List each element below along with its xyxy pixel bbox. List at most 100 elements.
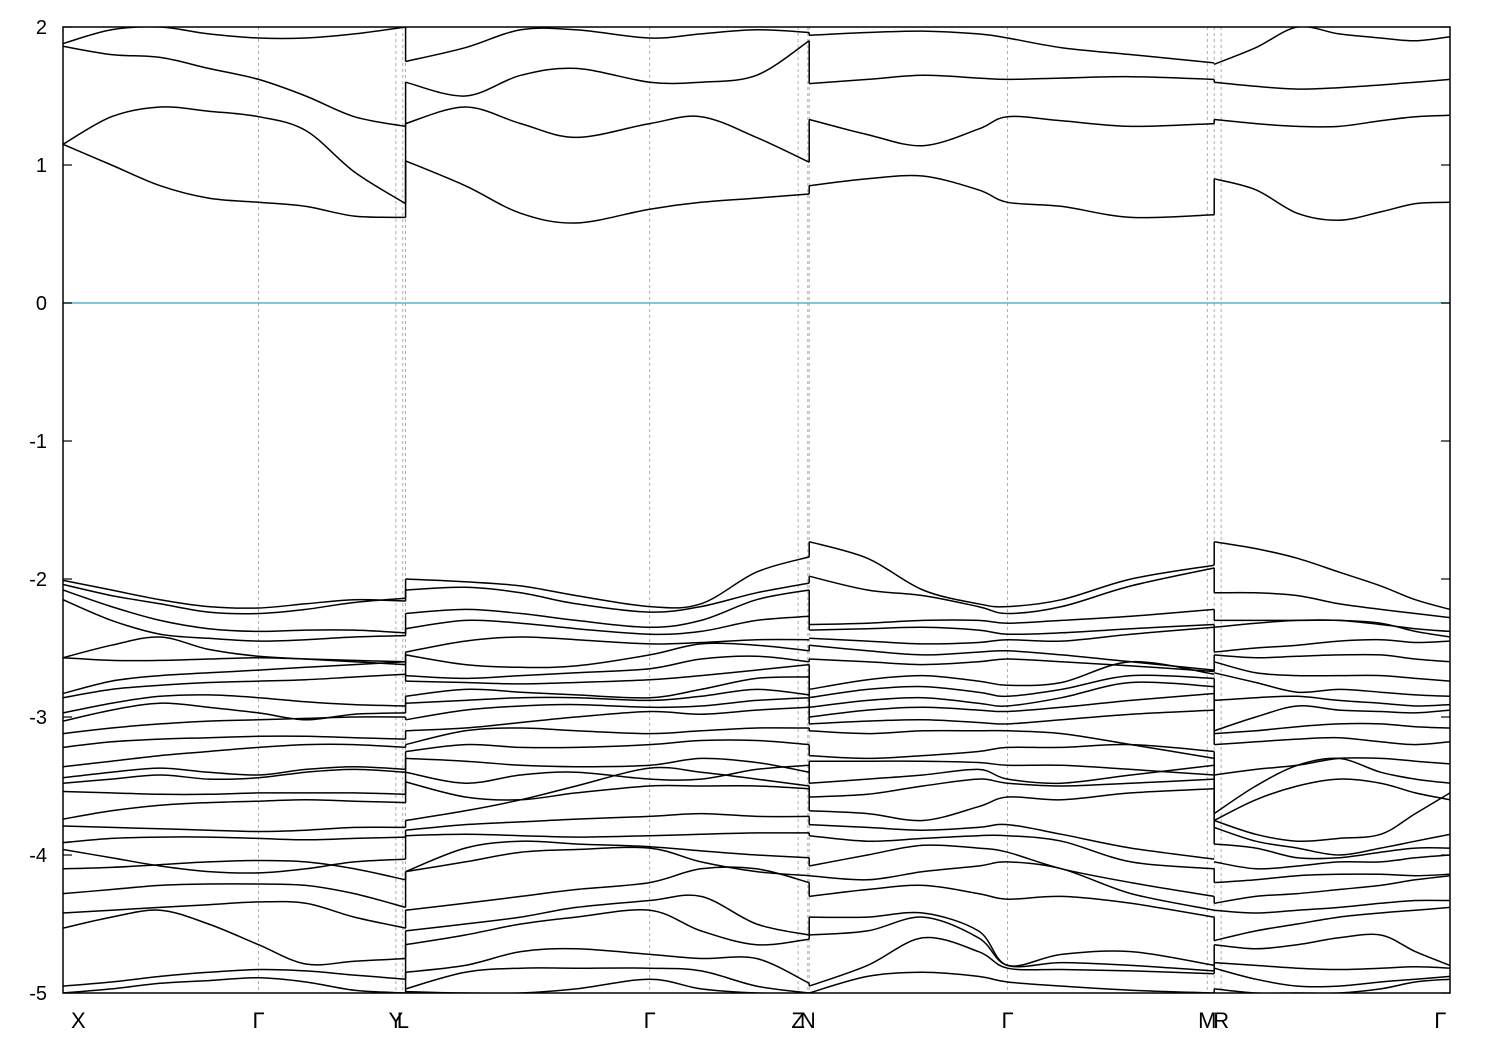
band-line [809, 884, 1215, 918]
plot-frame [62, 26, 1451, 994]
band-line [1214, 736, 1450, 746]
band-line [63, 143, 406, 219]
band-line [405, 615, 810, 636]
band-line [1214, 899, 1450, 914]
band-line [1214, 874, 1450, 905]
band-line [1214, 873, 1450, 884]
band-line [405, 688, 810, 704]
kpoint-label: Z [791, 1008, 804, 1033]
band-segment-1 [63, 27, 406, 993]
band-line [63, 583, 406, 615]
band-line [405, 766, 810, 822]
band-line [1214, 978, 1450, 993]
band-line [63, 790, 406, 796]
band-line [1214, 661, 1450, 682]
band-line [1213, 757, 1450, 815]
band-line [405, 556, 810, 609]
band-line [809, 74, 1215, 85]
band-line [405, 106, 810, 163]
band-line [63, 735, 406, 749]
band-line [1213, 792, 1450, 843]
band-line [809, 30, 1215, 64]
band-line [1214, 695, 1450, 707]
band-line [405, 909, 810, 946]
band-line [405, 582, 810, 613]
band-line [1213, 705, 1450, 732]
band-line [1214, 961, 1450, 971]
band-line [809, 788, 1215, 822]
band-line [809, 764, 1215, 785]
kpoint-label: R [1213, 1008, 1229, 1033]
band-line [63, 883, 406, 909]
band-line [809, 692, 1215, 718]
band-line [63, 579, 406, 609]
band-line [405, 781, 810, 801]
vertical-grid-lines [258, 27, 1222, 993]
kpoint-label: Γ [1434, 1008, 1446, 1033]
band-line [405, 589, 810, 629]
y-tick-label: 2 [36, 17, 47, 39]
band-line [405, 832, 810, 838]
band-line [405, 812, 810, 831]
band-line [809, 608, 1215, 626]
band-line [1213, 826, 1450, 856]
band-line [809, 823, 1215, 860]
band-line [63, 825, 406, 833]
band-line [809, 760, 1215, 776]
band-line [63, 661, 406, 695]
kpoint-label: Γ [1001, 1008, 1013, 1033]
band-line [1214, 653, 1450, 663]
band-line [809, 916, 1215, 972]
band-line [63, 836, 406, 844]
band-line [1214, 722, 1450, 735]
band-line [405, 846, 810, 877]
y-tick-label: -2 [29, 569, 47, 591]
band-line [405, 947, 810, 984]
band-line [405, 27, 810, 63]
y-tick-label: -4 [29, 845, 47, 867]
band-line [1214, 967, 1450, 988]
kpoint-label: Γ [253, 1008, 265, 1033]
band-line [1214, 114, 1450, 128]
band-line [809, 626, 1215, 645]
band-segment-2 [404, 27, 810, 993]
band-line [405, 739, 810, 753]
band-line [405, 894, 810, 936]
band-line [63, 716, 406, 735]
band-segment-4 [1213, 27, 1450, 993]
band-line [809, 834, 1215, 870]
band-line [809, 115, 1215, 147]
band-segment-3 [808, 30, 1215, 993]
band-line [63, 977, 406, 993]
band-line [405, 696, 810, 721]
band-line [405, 663, 810, 685]
band-line [1214, 933, 1450, 967]
band-line [63, 589, 406, 634]
band-line [809, 709, 1215, 725]
band-line [63, 656, 406, 663]
kpoint-label: M [1198, 1008, 1216, 1033]
band-line [63, 599, 406, 642]
band-line [405, 655, 810, 680]
band-line [63, 27, 406, 45]
band-line [63, 106, 406, 205]
band-line [809, 567, 1215, 615]
band-line [1214, 906, 1450, 942]
band-line [405, 676, 810, 699]
band-line [63, 702, 406, 722]
band-line [63, 859, 406, 881]
kpoint-label: Y [389, 1008, 404, 1033]
band-line [405, 40, 810, 97]
band-line [63, 743, 406, 768]
band-line [405, 636, 810, 653]
band-line [808, 971, 1215, 993]
band-line [63, 636, 406, 666]
bands-layer [63, 27, 1450, 993]
y-tick-label: -1 [29, 431, 47, 453]
kpoint-label: L [397, 1008, 409, 1033]
kpoint-label: N [800, 1008, 816, 1033]
kpoint-label: X [71, 1008, 86, 1033]
band-line [405, 642, 810, 669]
